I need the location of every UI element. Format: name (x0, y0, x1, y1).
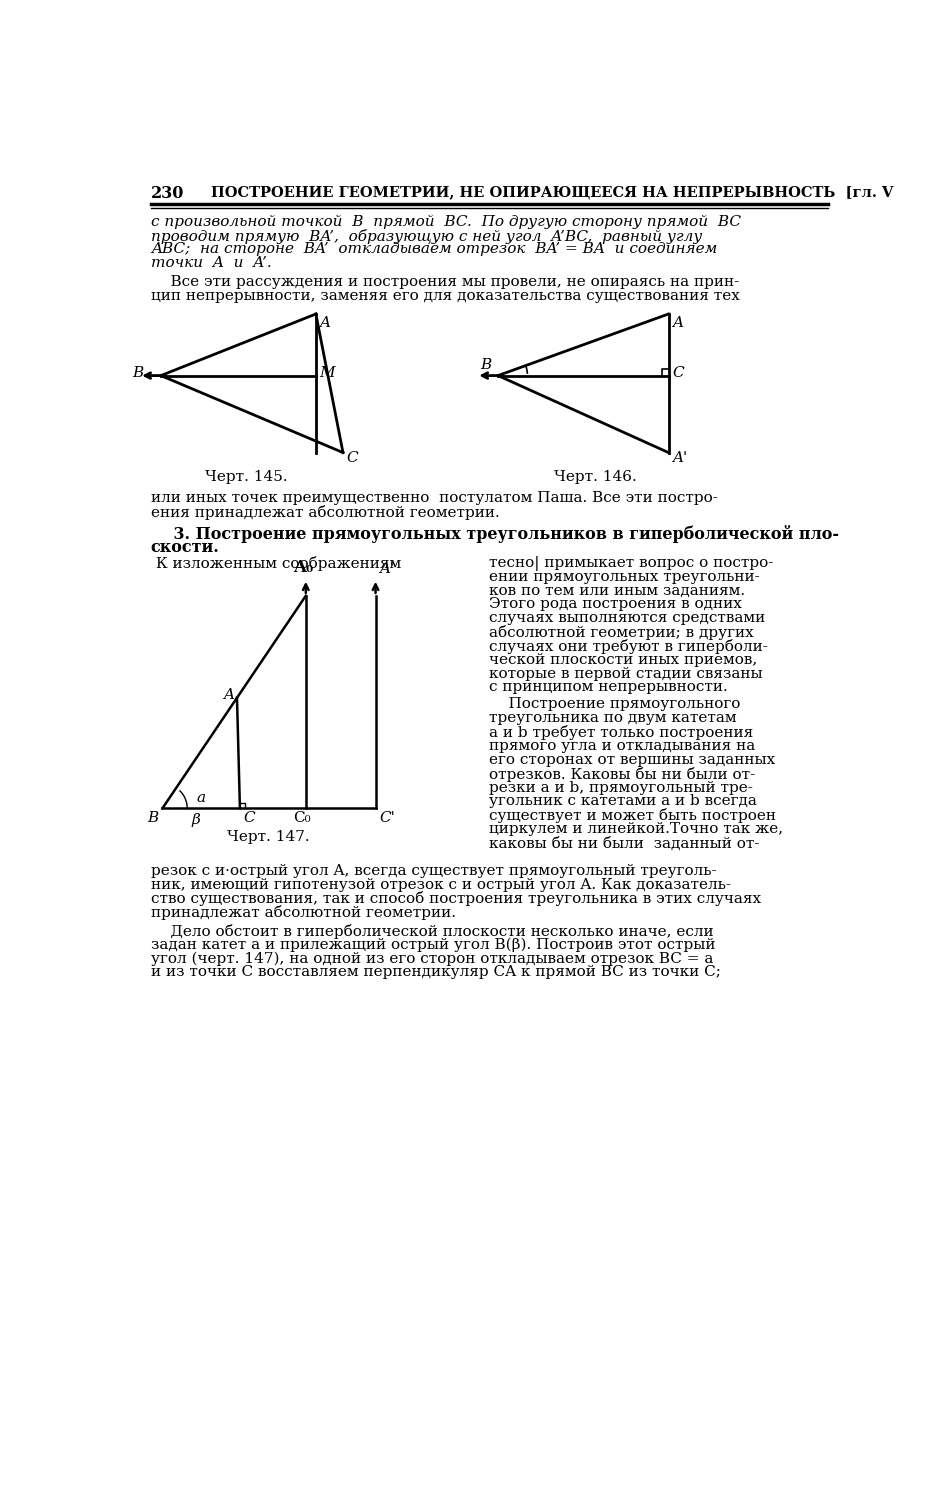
Text: a: a (197, 790, 205, 806)
Text: скости.: скости. (150, 538, 219, 556)
Text: ков по тем или иным заданиям.: ков по тем или иным заданиям. (489, 584, 745, 597)
Text: случаях они требуют в гиперболи-: случаях они требуют в гиперболи- (489, 639, 767, 654)
Text: A: A (673, 315, 683, 330)
Text: C₀: C₀ (293, 812, 310, 825)
Text: C': C' (379, 812, 395, 825)
Text: Черт. 147.: Черт. 147. (227, 830, 310, 844)
Text: C: C (346, 452, 358, 465)
Text: которые в первой стадии связаны: которые в первой стадии связаны (489, 666, 762, 681)
Text: ения принадлежат абсолютной геометрии.: ения принадлежат абсолютной геометрии. (150, 506, 499, 520)
Text: Черт. 146.: Черт. 146. (553, 471, 637, 484)
Text: C: C (673, 366, 684, 381)
Text: резки a и b, прямоугольный тре-: резки a и b, прямоугольный тре- (489, 780, 753, 795)
Text: треугольника по двум катетам: треугольника по двум катетам (489, 711, 736, 726)
Text: A': A' (379, 562, 394, 576)
Text: с принципом непрерывности.: с принципом непрерывности. (489, 681, 727, 694)
Text: ПОСТРОЕНИЕ ГЕОМЕТРИИ, НЕ ОПИРАЮЩЕЕСЯ НА НЕПРЕРЫВНОСТЬ  [гл. V: ПОСТРОЕНИЕ ГЕОМЕТРИИ, НЕ ОПИРАЮЩЕЕСЯ НА … (211, 186, 894, 200)
Text: или иных точек преимущественно  постулатом Паша. Все эти постро-: или иных точек преимущественно постулато… (150, 490, 718, 506)
Text: циркулем и линейкой.Точно так же,: циркулем и линейкой.Точно так же, (489, 822, 783, 836)
Text: 230: 230 (150, 186, 184, 202)
Text: тесно| примыкает вопрос о постро-: тесно| примыкает вопрос о постро- (489, 556, 773, 572)
Text: A': A' (673, 452, 688, 465)
Text: M: M (319, 366, 335, 381)
Text: точки  A  и  A’.: точки A и A’. (150, 256, 272, 270)
Text: B: B (148, 812, 159, 825)
Text: Дело обстоит в гиперболической плоскости несколько иначе, если: Дело обстоит в гиперболической плоскости… (150, 924, 713, 939)
Text: A: A (319, 315, 330, 330)
Text: B: B (132, 366, 144, 381)
Text: проводим прямую  BA’,  образующую с ней угол  A’BC,  равный углу: проводим прямую BA’, образующую с ней уг… (150, 228, 702, 243)
Text: Построение прямоугольного: Построение прямоугольного (489, 698, 740, 711)
Text: абсолютной геометрии; в других: абсолютной геометрии; в других (489, 626, 753, 640)
Text: прямого угла и откладывания на: прямого угла и откладывания на (489, 740, 755, 753)
Text: существует и может быть построен: существует и может быть построен (489, 808, 776, 824)
Text: угол (черт. 147), на одной из его сторон откладываем отрезок BC = a: угол (черт. 147), на одной из его сторон… (150, 951, 713, 966)
Text: Черт. 145.: Черт. 145. (205, 471, 288, 484)
Text: случаях выполняются средствами: случаях выполняются средствами (489, 610, 765, 626)
Text: его сторонах от вершины заданных: его сторонах от вершины заданных (489, 753, 775, 766)
Text: A: A (223, 687, 234, 702)
Text: принадлежат абсолютной геометрии.: принадлежат абсолютной геометрии. (150, 906, 456, 921)
Text: задан катет a и прилежащий острый угол B(β). Построив этот острый: задан катет a и прилежащий острый угол B… (150, 938, 715, 952)
Text: ческой плоскости иных приемов,: ческой плоскости иных приемов, (489, 652, 757, 668)
Text: Этого рода построения в одних: Этого рода построения в одних (489, 597, 742, 612)
Text: каковы бы ни были  заданный от-: каковы бы ни были заданный от- (489, 836, 760, 850)
Text: β: β (192, 813, 201, 826)
Text: C: C (243, 812, 254, 825)
Text: A₀: A₀ (293, 560, 314, 576)
Text: К изложенным соображениям: К изложенным соображениям (150, 556, 401, 572)
Text: Все эти рассуждения и построения мы провели, не опираясь на прин-: Все эти рассуждения и построения мы пров… (150, 274, 739, 288)
Text: B: B (481, 357, 492, 372)
Text: ство существования, так и способ построения треугольника в этих случаях: ство существования, так и способ построе… (150, 891, 761, 906)
Text: резок c и·острый угол A, всегда существует прямоугольный треуголь-: резок c и·острый угол A, всегда существу… (150, 864, 716, 877)
Text: и из точки C восставляем перпендикуляр CA к прямой BC из точки C;: и из точки C восставляем перпендикуляр C… (150, 966, 721, 980)
Text: ABC;  на стороне  BA’  откладываем отрезок  BA’ = BA  и соединяем: ABC; на стороне BA’ откладываем отрезок … (150, 243, 717, 256)
Text: 3. Построение прямоугольных треугольников в гиперболической пло-: 3. Построение прямоугольных треугольнико… (150, 525, 839, 543)
Text: угольник с катетами a и b всегда: угольник с катетами a и b всегда (489, 795, 757, 808)
Text: a и b требует только построения: a и b требует только построения (489, 724, 753, 740)
Text: ении прямоугольных треугольни-: ении прямоугольных треугольни- (489, 570, 760, 584)
Text: с произвольной точкой  B  прямой  BC.  По другую сторону прямой  BC: с произвольной точкой B прямой BC. По др… (150, 214, 741, 228)
Text: ник, имеющий гипотенузой отрезок c и острый угол A. Как доказатель-: ник, имеющий гипотенузой отрезок c и ост… (150, 878, 731, 891)
Text: отрезков. Каковы бы ни были от-: отрезков. Каковы бы ни были от- (489, 766, 755, 782)
Text: цип непрерывности, заменяя его для доказательства существования тех: цип непрерывности, заменяя его для доказ… (150, 288, 740, 303)
